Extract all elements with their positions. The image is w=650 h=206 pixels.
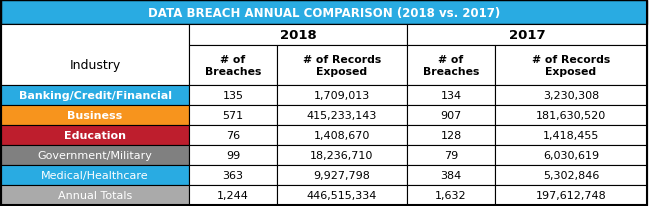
Bar xyxy=(189,165,277,185)
Bar xyxy=(1,25,189,85)
Text: 99: 99 xyxy=(226,150,240,160)
Text: 9,927,798: 9,927,798 xyxy=(313,170,370,180)
Text: 2018: 2018 xyxy=(280,29,317,42)
Text: Government/Military: Government/Military xyxy=(38,150,153,160)
Text: Business: Business xyxy=(68,110,123,121)
Text: DATA BREACH ANNUAL COMPARISON (2018 vs. 2017): DATA BREACH ANNUAL COMPARISON (2018 vs. … xyxy=(148,6,500,19)
Text: Banking/Credit/Financial: Banking/Credit/Financial xyxy=(18,91,172,101)
Text: Annual Totals: Annual Totals xyxy=(58,190,132,200)
Bar xyxy=(407,46,495,85)
Text: 1,418,455: 1,418,455 xyxy=(543,130,599,140)
Bar xyxy=(407,85,495,105)
Text: 3,230,308: 3,230,308 xyxy=(543,91,599,101)
Text: 446,515,334: 446,515,334 xyxy=(307,190,377,200)
Text: # of Records
Exposed: # of Records Exposed xyxy=(532,55,610,76)
Bar xyxy=(277,105,407,125)
Text: 1,709,013: 1,709,013 xyxy=(314,91,370,101)
Bar xyxy=(1,125,189,145)
Bar xyxy=(495,46,647,85)
Text: # of Records
Exposed: # of Records Exposed xyxy=(303,55,381,76)
Text: 2017: 2017 xyxy=(509,29,545,42)
Bar xyxy=(277,125,407,145)
Bar xyxy=(1,165,189,185)
Text: 907: 907 xyxy=(441,110,462,121)
Text: 1,408,670: 1,408,670 xyxy=(314,130,370,140)
Bar xyxy=(277,145,407,165)
Text: 134: 134 xyxy=(441,91,462,101)
Bar xyxy=(407,25,647,46)
Text: 415,233,143: 415,233,143 xyxy=(307,110,377,121)
Bar xyxy=(495,185,647,205)
Text: # of
Breaches: # of Breaches xyxy=(205,55,261,76)
Bar xyxy=(1,1,647,25)
Bar xyxy=(277,185,407,205)
Bar xyxy=(277,85,407,105)
Text: 384: 384 xyxy=(441,170,462,180)
Bar xyxy=(189,85,277,105)
Bar xyxy=(189,25,407,46)
Bar xyxy=(277,46,407,85)
Bar xyxy=(1,185,189,205)
Bar xyxy=(407,105,495,125)
Bar xyxy=(407,125,495,145)
Text: 128: 128 xyxy=(441,130,462,140)
Bar xyxy=(1,105,189,125)
Text: Education: Education xyxy=(64,130,126,140)
Bar xyxy=(407,145,495,165)
Text: # of
Breaches: # of Breaches xyxy=(422,55,479,76)
Bar xyxy=(277,165,407,185)
Text: 18,236,710: 18,236,710 xyxy=(310,150,374,160)
Text: 1,632: 1,632 xyxy=(436,190,467,200)
Bar xyxy=(407,185,495,205)
Bar xyxy=(495,125,647,145)
Text: 1,244: 1,244 xyxy=(217,190,249,200)
Text: 197,612,748: 197,612,748 xyxy=(536,190,606,200)
Bar xyxy=(189,145,277,165)
Bar xyxy=(407,165,495,185)
Bar xyxy=(495,165,647,185)
Text: 571: 571 xyxy=(222,110,244,121)
Bar xyxy=(189,46,277,85)
Text: 181,630,520: 181,630,520 xyxy=(536,110,606,121)
Text: 363: 363 xyxy=(222,170,244,180)
Bar xyxy=(495,85,647,105)
Text: 76: 76 xyxy=(226,130,240,140)
Bar xyxy=(495,105,647,125)
Bar xyxy=(189,185,277,205)
Text: Medical/Healthcare: Medical/Healthcare xyxy=(41,170,149,180)
Text: Industry: Industry xyxy=(70,59,121,72)
Text: 79: 79 xyxy=(444,150,458,160)
Bar xyxy=(1,145,189,165)
Bar xyxy=(1,85,189,105)
Bar xyxy=(189,125,277,145)
Text: 6,030,619: 6,030,619 xyxy=(543,150,599,160)
Bar xyxy=(189,105,277,125)
Text: 135: 135 xyxy=(222,91,244,101)
Bar xyxy=(495,145,647,165)
Text: 5,302,846: 5,302,846 xyxy=(543,170,599,180)
